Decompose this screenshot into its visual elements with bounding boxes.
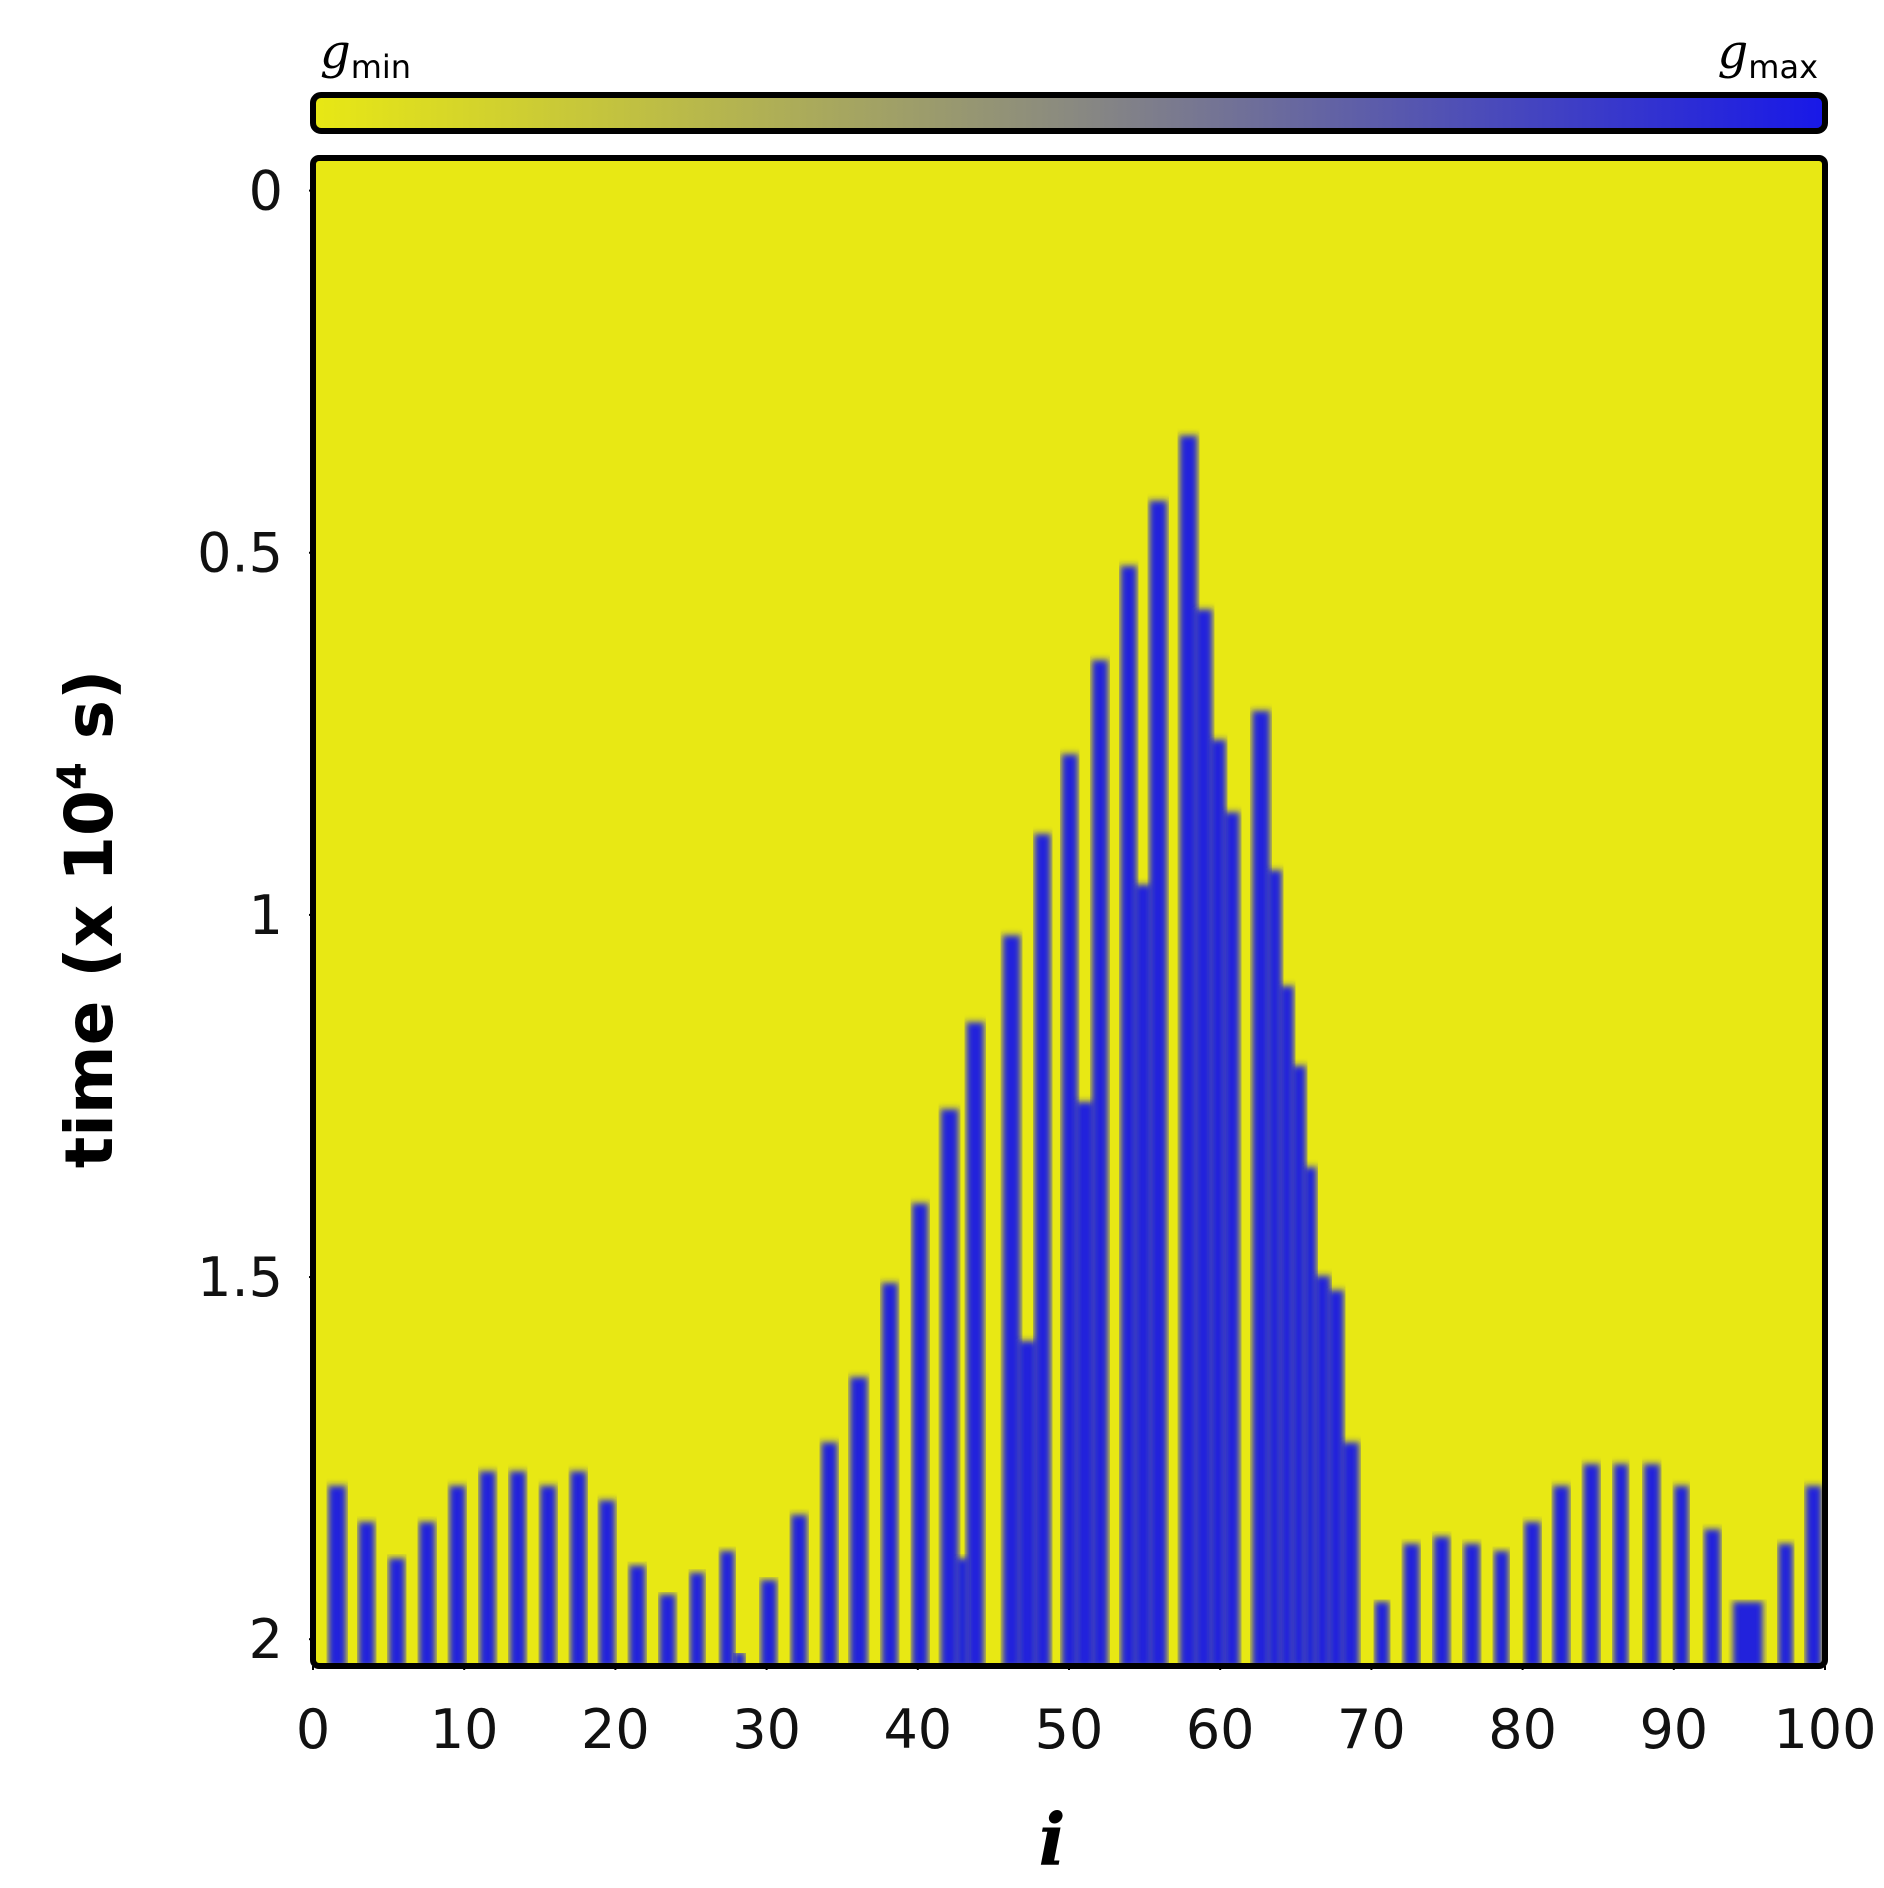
label-base: g — [320, 24, 351, 80]
band — [657, 1592, 678, 1666]
band — [326, 1484, 348, 1666]
label-sub: min — [351, 48, 411, 86]
band — [1581, 1462, 1602, 1666]
band — [477, 1469, 498, 1666]
x-tick-label: 80 — [1488, 1698, 1557, 1761]
band — [1611, 1462, 1630, 1666]
x-tick-label: 0 — [296, 1698, 330, 1761]
x-tick-label: 30 — [732, 1698, 801, 1761]
band — [1803, 1484, 1824, 1666]
band — [1221, 810, 1242, 1666]
band — [759, 1578, 779, 1666]
band — [1431, 1534, 1452, 1666]
band — [568, 1469, 589, 1666]
band — [1492, 1549, 1511, 1666]
colorbar — [310, 92, 1828, 134]
band — [910, 1201, 930, 1666]
band — [718, 1549, 737, 1666]
x-tick-label: 90 — [1639, 1698, 1708, 1761]
band — [1000, 933, 1023, 1666]
band — [880, 1281, 900, 1666]
band — [1147, 499, 1169, 1666]
band — [538, 1484, 558, 1666]
band — [1032, 832, 1053, 1666]
band — [1339, 1440, 1361, 1666]
x-tick-label: 70 — [1337, 1698, 1406, 1761]
y-tick-label: 2 — [249, 1608, 283, 1671]
x-tick-label: 20 — [581, 1698, 650, 1761]
band — [688, 1571, 707, 1666]
label-sup: 4 — [50, 762, 96, 790]
band — [789, 1513, 809, 1666]
band — [1551, 1484, 1571, 1666]
band — [597, 1498, 617, 1666]
band — [447, 1484, 468, 1666]
y-tick-label: 1 — [249, 884, 283, 947]
label-text: time (x 10 — [51, 790, 128, 1168]
band — [1401, 1542, 1422, 1666]
x-tick-label: 60 — [1186, 1698, 1255, 1761]
band — [1372, 1599, 1392, 1666]
band — [1776, 1542, 1795, 1666]
x-tick-label: 40 — [883, 1698, 952, 1761]
band — [1090, 658, 1110, 1666]
band — [848, 1375, 870, 1666]
label-tail: s) — [51, 670, 128, 762]
band — [1462, 1542, 1482, 1666]
x-tick-label: 50 — [1035, 1698, 1104, 1761]
band — [819, 1440, 840, 1666]
band — [627, 1563, 648, 1666]
y-tick-label: 1.5 — [197, 1246, 283, 1309]
band — [508, 1469, 528, 1666]
band — [938, 1107, 961, 1666]
band — [1672, 1484, 1691, 1666]
y-axis-label: time (x 104 s) — [50, 670, 128, 1169]
x-tick-label: 100 — [1773, 1698, 1876, 1761]
band — [1522, 1520, 1543, 1666]
colorbar-max-label: gmax — [1718, 24, 1818, 86]
band — [964, 1020, 986, 1666]
x-tick-label: 10 — [430, 1698, 499, 1761]
band — [417, 1520, 437, 1666]
label-base: g — [1718, 24, 1749, 80]
band — [387, 1556, 407, 1666]
band — [1642, 1462, 1662, 1666]
x-axis-label: i — [1038, 1797, 1065, 1882]
band — [1731, 1599, 1765, 1666]
y-tick-label: 0 — [249, 160, 283, 223]
band — [731, 1650, 747, 1666]
colorbar-min-label: gmin — [320, 24, 411, 86]
y-tick-label: 0.5 — [197, 522, 283, 585]
label-sub: max — [1748, 48, 1818, 86]
band — [1702, 1527, 1723, 1666]
band — [356, 1520, 377, 1666]
